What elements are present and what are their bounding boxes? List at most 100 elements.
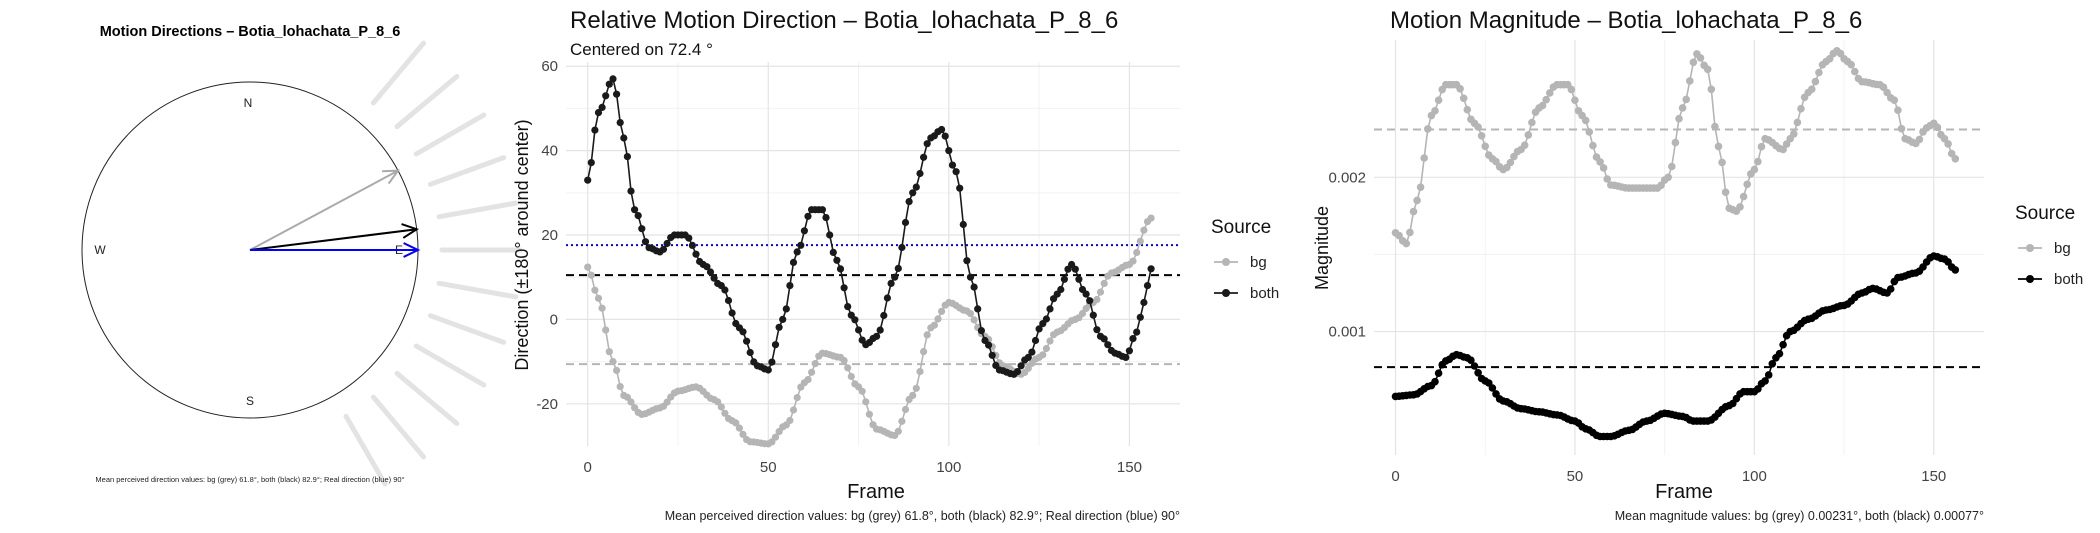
p2-point-both [631,206,639,214]
p2-point-both [1013,368,1022,376]
p2-point-both [1017,362,1025,370]
p3-ytick-label: 0.002 [1328,169,1366,186]
p2-point-both [966,273,975,281]
p2-point-bg [1093,295,1101,304]
p3-point-bg [1538,101,1547,110]
p3-point-bg [1589,141,1597,150]
p2-point-both [605,80,613,88]
p2-point-both [952,168,960,176]
p2-point-both [855,326,863,334]
magnitude-title: Motion Magnitude – Botia_lohachata_P_8_6 [1390,7,1862,34]
p2-point-both [1086,297,1094,305]
p2-point-bg [594,294,603,302]
p2-point-both [938,125,946,134]
p2-point-both [584,176,592,184]
p2-point-both [703,263,711,271]
p3-point-bg [1431,107,1439,115]
p2-point-both [764,366,772,374]
p3-point-bg [1463,105,1472,114]
direction-caption: Mean perceived direction values: bg (gre… [665,509,1180,523]
p2-point-both [685,234,693,242]
p2-point-both [1057,285,1065,294]
p3-point-both [1467,356,1475,365]
compass-title: Motion Directions – Botia_lohachata_P_8_… [100,24,401,40]
compass-ray-3 [427,155,507,187]
p2-point-both [789,258,798,266]
p3-point-both [1470,362,1479,370]
p3-point-bg [1739,192,1748,201]
magnitude-reference-lines [1374,128,1984,369]
p2-point-both [768,358,776,366]
p2-point-both [804,212,812,220]
p2-point-both [638,225,646,233]
p3-point-bg [1675,114,1683,123]
p2-point-bg [840,356,848,365]
p2-point-both [1035,325,1043,333]
p2-point-both [659,245,668,253]
p3-point-bg [1477,132,1486,140]
direction-legend-title: Source [1211,217,1271,238]
p3-point-bg [1890,96,1899,104]
p2-point-bg [808,368,816,376]
p3-point-bg [1933,123,1942,132]
p2-point-both [956,184,964,192]
p3-point-bg [1793,118,1802,127]
p2-point-bg [1078,309,1087,318]
p2-point-both [833,256,841,264]
p2-point-both [912,183,920,191]
p2-ytick-label: 0 [550,311,558,328]
p2-point-both [826,231,834,239]
p2-point-both [963,257,971,265]
p2-point-both [1028,348,1036,356]
p2-point-both [887,279,895,287]
p3-point-bg [1894,106,1902,114]
p2-point-bg [1133,248,1141,257]
p2-ytick-label: 20 [541,227,558,244]
p2-point-bg [1039,351,1047,359]
p2-point-both [616,119,624,127]
p3-point-bg [1686,77,1694,85]
p2-point-both [844,303,852,311]
p3-xtick-label: 0 [1391,468,1399,485]
p2-point-both [1082,290,1090,298]
p3-point-bg [1718,158,1726,167]
p2-point-both [663,239,671,248]
p2-point-bg [934,315,942,323]
p2-point-both [923,140,931,148]
direction-legend-both-marker [1222,289,1230,297]
p3-point-bg [1703,65,1712,74]
p2-point-bg [591,286,599,294]
p3-point-bg [1721,188,1730,196]
p2-point-bg [920,348,928,356]
compass-ray-6 [436,280,519,300]
p2-point-both [620,134,628,142]
p2-point-both [602,92,610,100]
p3-point-bg [1915,135,1924,144]
p2-point-both [1133,328,1141,336]
direction-legend: Source bg both [1211,217,1279,302]
p3-point-bg [1459,94,1468,103]
p3-point-both [1761,377,1769,385]
p3-point-bg [1696,54,1705,62]
compass-caption: Mean perceived direction values: bg (gre… [95,475,404,484]
p2-point-bg [587,271,595,279]
p2-point-both [894,264,902,272]
magnitude-panel: Motion Magnitude – Botia_lohachata_P_8_6… [1312,7,2083,523]
direction-tick-labels: 0 50 100 150 -20 0 20 40 60 [536,58,1142,476]
p2-point-both [898,243,906,252]
p2-point-both [598,103,606,111]
p2-point-both [779,315,787,323]
p3-point-bg [1413,196,1421,205]
p3-xtick-label: 100 [1742,468,1767,485]
p2-point-both [883,294,892,302]
p2-point-bg [732,419,740,427]
p2-point-both [1122,353,1130,361]
p2-point-both [873,332,881,340]
compass-ray-0 [370,40,427,106]
p2-point-both [977,327,986,335]
p3-point-both [1434,369,1443,378]
magnitude-series [1391,47,1960,441]
p2-point-both [771,341,780,349]
p3-point-bg [1599,164,1608,172]
p2-point-bg [717,403,725,411]
